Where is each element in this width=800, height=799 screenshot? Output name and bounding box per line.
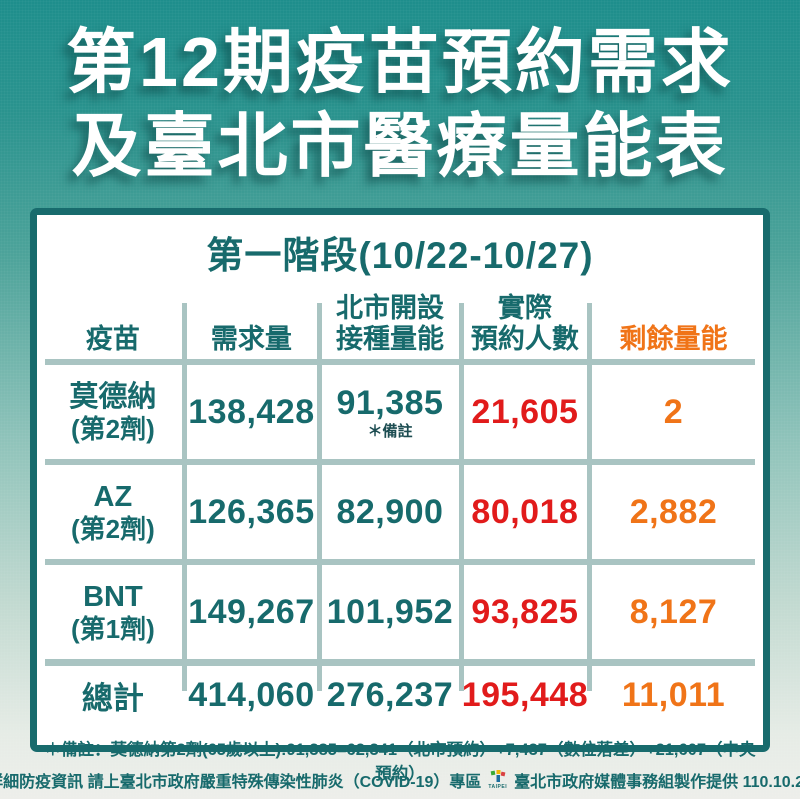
cell-remaining: 2,882 (587, 465, 758, 559)
header-capacity: 北市開設 接種量能 (317, 281, 461, 359)
cell-reserved: 80,018 (458, 465, 589, 559)
table-header-row: 疫苗 需求量 北市開設 接種量能 實際 預約人數 剩餘量能 (42, 281, 758, 359)
taipei-city-logo-icon: TAIPEI (488, 770, 507, 790)
cell-total-demand: 414,060 (181, 666, 319, 724)
cell-reserved: 93,825 (458, 565, 589, 659)
header-vaccine: 疫苗 (85, 324, 140, 354)
table-footnote: ＊備註：莫德納第2劑(65歲以上):91,385=62,341（北市預約）+7,… (44, 741, 756, 783)
header-demand: 需求量 (181, 281, 319, 359)
table-row-bnt: BNT (第1劑) 149,267 101,952 93,825 8,127 (42, 565, 758, 659)
footer-bar: 詳細防疫資訊 請上臺北市政府嚴重特殊傳染性肺炎（COVID-19）專區 TAIP… (0, 767, 800, 793)
cell-capacity: 82,900 (317, 465, 461, 559)
phase-title: 第一階段(10/22-10/27) (206, 235, 594, 276)
cell-capacity: 91,385 ＊備註 (317, 365, 461, 459)
divider-total (45, 659, 755, 666)
cell-vaccine: 莫德納 (第2劑) (69, 380, 157, 444)
table-row-az: AZ (第2劑) 126,365 82,900 80,018 2,882 (42, 465, 758, 559)
cell-total-reserved: 195,448 (458, 666, 589, 724)
cell-vaccine: BNT (第1劑) (70, 580, 155, 644)
cell-demand: 126,365 (181, 465, 319, 559)
table-row-total: 總計 414,060 276,237 195,448 11,011 (42, 666, 758, 724)
cell-reserved: 21,605 (458, 365, 589, 459)
footer-credit-text: 臺北市政府媒體事務組製作提供 110.10.21 (514, 774, 800, 791)
cell-total-remaining: 11,011 (587, 666, 758, 724)
footer-info-text: 詳細防疫資訊 請上臺北市政府嚴重特殊傳染性肺炎（COVID-19）專區 (0, 774, 482, 791)
cell-total-label: 總計 (81, 680, 144, 716)
divider (45, 359, 755, 365)
divider (45, 559, 755, 565)
cell-total-capacity: 276,237 (317, 666, 461, 724)
cell-capacity: 101,952 (317, 565, 461, 659)
cell-remaining: 8,127 (587, 565, 758, 659)
cell-demand: 138,428 (181, 365, 319, 459)
header-reserved: 實際 預約人數 (458, 281, 589, 359)
table-row-moderna: 莫德納 (第2劑) 138,428 91,385 ＊備註 21,605 2 (42, 365, 758, 459)
capacity-footnote-marker: ＊備註 (367, 423, 413, 440)
page-title-line2: 及臺北市醫療量能表 (71, 107, 729, 185)
header-remaining: 剩餘量能 (587, 281, 758, 359)
cell-demand: 149,267 (181, 565, 319, 659)
divider (45, 459, 755, 465)
page-title: 第12期疫苗預約需求 及臺北市醫療量能表 (0, 20, 800, 188)
page-title-line1: 第12期疫苗預約需求 (66, 23, 734, 101)
cell-remaining: 2 (587, 365, 758, 459)
table-card: 第一階段(10/22-10/27) 疫苗 需求量 北市開設 接種量能 實際 預約… (30, 208, 770, 783)
cell-vaccine: AZ (第2劑) (70, 480, 155, 544)
